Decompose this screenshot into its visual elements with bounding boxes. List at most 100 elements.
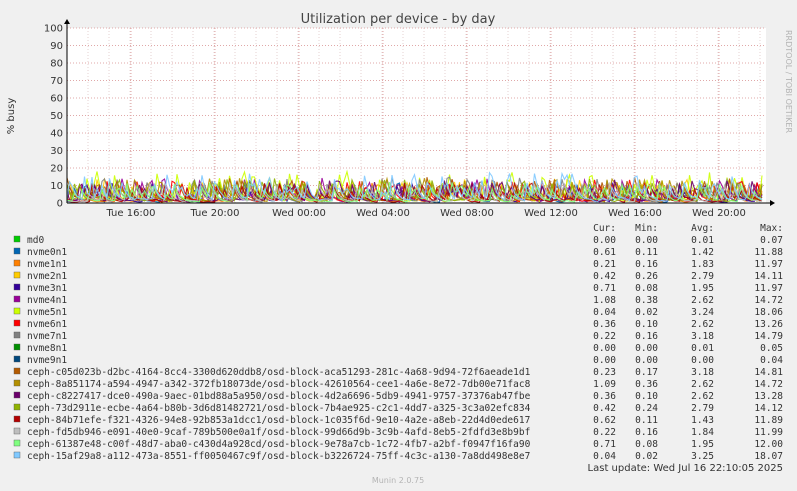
legend-value-cur: 0.04 [593, 307, 616, 318]
legend-swatch [13, 391, 21, 399]
legend-value-max: 12.00 [754, 439, 783, 450]
legend-value-max: 0.04 [760, 355, 783, 366]
legend: Cur: Min: Avg: Max:md0 0.00 0.00 0.01 0.07nvme0… [13, 223, 783, 462]
legend-swatch [13, 307, 21, 315]
legend-value-min: 0.10 [635, 391, 658, 402]
legend-value-cur: 0.42 [593, 403, 616, 414]
legend-value-max: 14.79 [754, 331, 783, 342]
legend-value-max: 0.05 [760, 343, 783, 354]
legend-label: nvme5n1 [27, 307, 67, 318]
legend-label: nvme4n1 [27, 295, 67, 306]
y-tick-label: 50 [50, 111, 63, 122]
legend-label: nvme7n1 [27, 331, 67, 342]
legend-label: nvme6n1 [27, 319, 67, 330]
y-tick-label: 0 [57, 199, 63, 210]
legend-swatch [13, 235, 21, 243]
legend-value-min: 0.02 [635, 451, 658, 462]
legend-value-cur: 0.61 [593, 247, 616, 258]
legend-swatch [13, 343, 21, 351]
x-tick-label: Wed 00:00 [272, 208, 326, 219]
legend-value-cur: 0.04 [593, 451, 616, 462]
legend-value-cur: 1.09 [593, 379, 616, 390]
legend-label: nvme9n1 [27, 355, 67, 366]
y-axis-arrow [64, 19, 70, 24]
y-axis-label: % busy [6, 98, 17, 135]
x-tick-label: Wed 04:00 [356, 208, 410, 219]
y-tick-label: 80 [50, 59, 63, 70]
legend-value-cur: 0.21 [593, 259, 616, 270]
series-line [66, 182, 763, 203]
legend-value-avg: 2.79 [691, 403, 714, 414]
legend-value-max: 0.07 [760, 235, 783, 246]
legend-value-min: 0.16 [635, 331, 658, 342]
legend-value-max: 14.11 [754, 271, 783, 282]
legend-value-avg: 1.95 [691, 283, 714, 294]
legend-value-avg: 3.24 [691, 307, 714, 318]
legend-label: nvme2n1 [27, 271, 67, 282]
legend-value-max: 14.12 [754, 403, 783, 414]
legend-label: ceph-fd5db946-e091-40e0-9caf-789b500e0a1… [27, 427, 530, 438]
legend-header-avg: Avg: [691, 223, 714, 234]
legend-value-min: 0.16 [635, 259, 658, 270]
legend-value-min: 0.26 [635, 271, 658, 282]
legend-value-avg: 2.62 [691, 319, 714, 330]
legend-value-avg: 1.95 [691, 439, 714, 450]
legend-swatch [13, 247, 21, 255]
chart-title: Utilization per device - by day [301, 12, 496, 27]
legend-value-min: 0.24 [635, 403, 658, 414]
legend-label: ceph-15af29a8-a112-473a-8551-ff0050467c9… [27, 451, 530, 462]
legend-value-min: 0.00 [635, 343, 658, 354]
legend-value-max: 18.07 [754, 451, 783, 462]
legend-value-cur: 0.71 [593, 439, 616, 450]
x-tick-label: Tue 16:00 [105, 208, 155, 219]
legend-swatch [13, 379, 21, 387]
legend-value-avg: 3.25 [691, 451, 714, 462]
legend-value-min: 0.00 [635, 355, 658, 366]
legend-value-min: 0.38 [635, 295, 658, 306]
legend-value-avg: 3.18 [691, 331, 714, 342]
legend-value-max: 18.06 [754, 307, 783, 318]
legend-value-min: 0.00 [635, 235, 658, 246]
legend-value-cur: 0.00 [593, 355, 616, 366]
legend-swatch [13, 331, 21, 339]
legend-value-avg: 3.18 [691, 367, 714, 378]
series-line [66, 171, 763, 203]
legend-value-min: 0.11 [635, 415, 658, 426]
legend-swatch [13, 451, 21, 459]
legend-swatch [13, 271, 21, 279]
y-tick-label: 30 [50, 146, 63, 157]
legend-value-avg: 0.01 [691, 343, 714, 354]
legend-value-avg: 1.42 [691, 247, 714, 258]
legend-header-min: Min: [635, 223, 658, 234]
legend-label: nvme3n1 [27, 283, 67, 294]
legend-value-max: 11.97 [754, 259, 783, 270]
legend-swatch [13, 415, 21, 423]
legend-swatch [13, 355, 21, 363]
munin-version: Munin 2.0.75 [372, 476, 424, 485]
legend-value-min: 0.36 [635, 379, 658, 390]
legend-value-avg: 2.62 [691, 295, 714, 306]
legend-value-cur: 0.23 [593, 367, 616, 378]
legend-value-avg: 2.62 [691, 391, 714, 402]
y-tick-label: 70 [50, 76, 63, 87]
legend-value-cur: 1.08 [593, 295, 616, 306]
legend-value-min: 0.10 [635, 319, 658, 330]
legend-value-avg: 1.84 [691, 427, 714, 438]
y-tick-label: 40 [50, 129, 63, 140]
legend-swatch [13, 283, 21, 291]
legend-value-max: 11.89 [754, 415, 783, 426]
legend-label: nvme1n1 [27, 259, 67, 270]
legend-value-cur: 0.22 [593, 331, 616, 342]
legend-value-max: 13.26 [754, 319, 783, 330]
legend-label: ceph-c05d023b-d2bc-4164-8cc4-3300d620ddb… [27, 367, 531, 378]
x-tick-label: Wed 08:00 [440, 208, 494, 219]
legend-value-min: 0.08 [635, 283, 658, 294]
x-axis-arrow [770, 200, 775, 206]
legend-value-avg: 1.83 [691, 259, 714, 270]
legend-value-cur: 0.00 [593, 343, 616, 354]
y-tick-label: 20 [50, 164, 63, 175]
legend-value-min: 0.11 [635, 247, 658, 258]
legend-swatch [13, 439, 21, 447]
y-tick-label: 100 [44, 24, 63, 35]
